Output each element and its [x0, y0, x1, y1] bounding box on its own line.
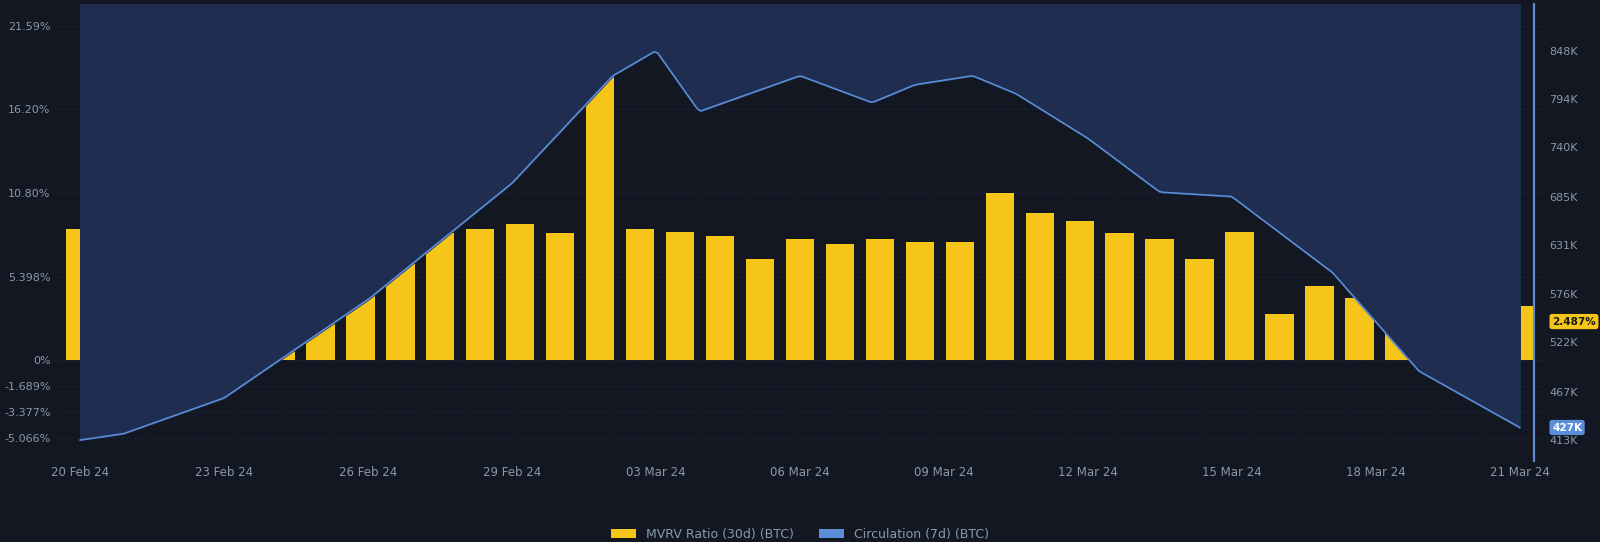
- Bar: [426, 233, 454, 360]
- Bar: [946, 242, 974, 360]
- Bar: [1106, 233, 1134, 360]
- Bar: [1026, 213, 1054, 360]
- Bar: [986, 193, 1014, 360]
- Bar: [1266, 314, 1294, 360]
- Bar: [546, 233, 574, 360]
- Bar: [1306, 286, 1334, 360]
- Bar: [66, 229, 94, 360]
- Bar: [746, 260, 774, 360]
- Bar: [146, 275, 174, 360]
- Bar: [186, 291, 214, 360]
- Bar: [386, 229, 414, 360]
- Text: 427K: 427K: [1552, 423, 1582, 433]
- Bar: [1386, 317, 1414, 360]
- Bar: [1186, 260, 1214, 360]
- Bar: [706, 236, 734, 360]
- Bar: [1226, 231, 1254, 360]
- Bar: [266, 280, 294, 360]
- Bar: [666, 231, 694, 360]
- Bar: [306, 298, 334, 360]
- Bar: [626, 229, 654, 360]
- Bar: [1066, 221, 1094, 360]
- Bar: [586, 59, 614, 360]
- Bar: [106, 249, 134, 360]
- Bar: [786, 240, 814, 360]
- Bar: [226, 267, 254, 360]
- Bar: [826, 244, 854, 360]
- Bar: [1506, 306, 1534, 360]
- Bar: [1466, 321, 1494, 360]
- Bar: [866, 240, 894, 360]
- Bar: [466, 229, 494, 360]
- Legend: MVRV Ratio (30d) (BTC), Circulation (7d) (BTC): MVRV Ratio (30d) (BTC), Circulation (7d)…: [606, 522, 994, 542]
- Bar: [1146, 240, 1174, 360]
- Bar: [1346, 298, 1374, 360]
- Text: 2.487%: 2.487%: [1552, 317, 1595, 327]
- Bar: [506, 224, 534, 360]
- Bar: [346, 209, 374, 360]
- Bar: [906, 242, 934, 360]
- Bar: [1426, 236, 1454, 360]
